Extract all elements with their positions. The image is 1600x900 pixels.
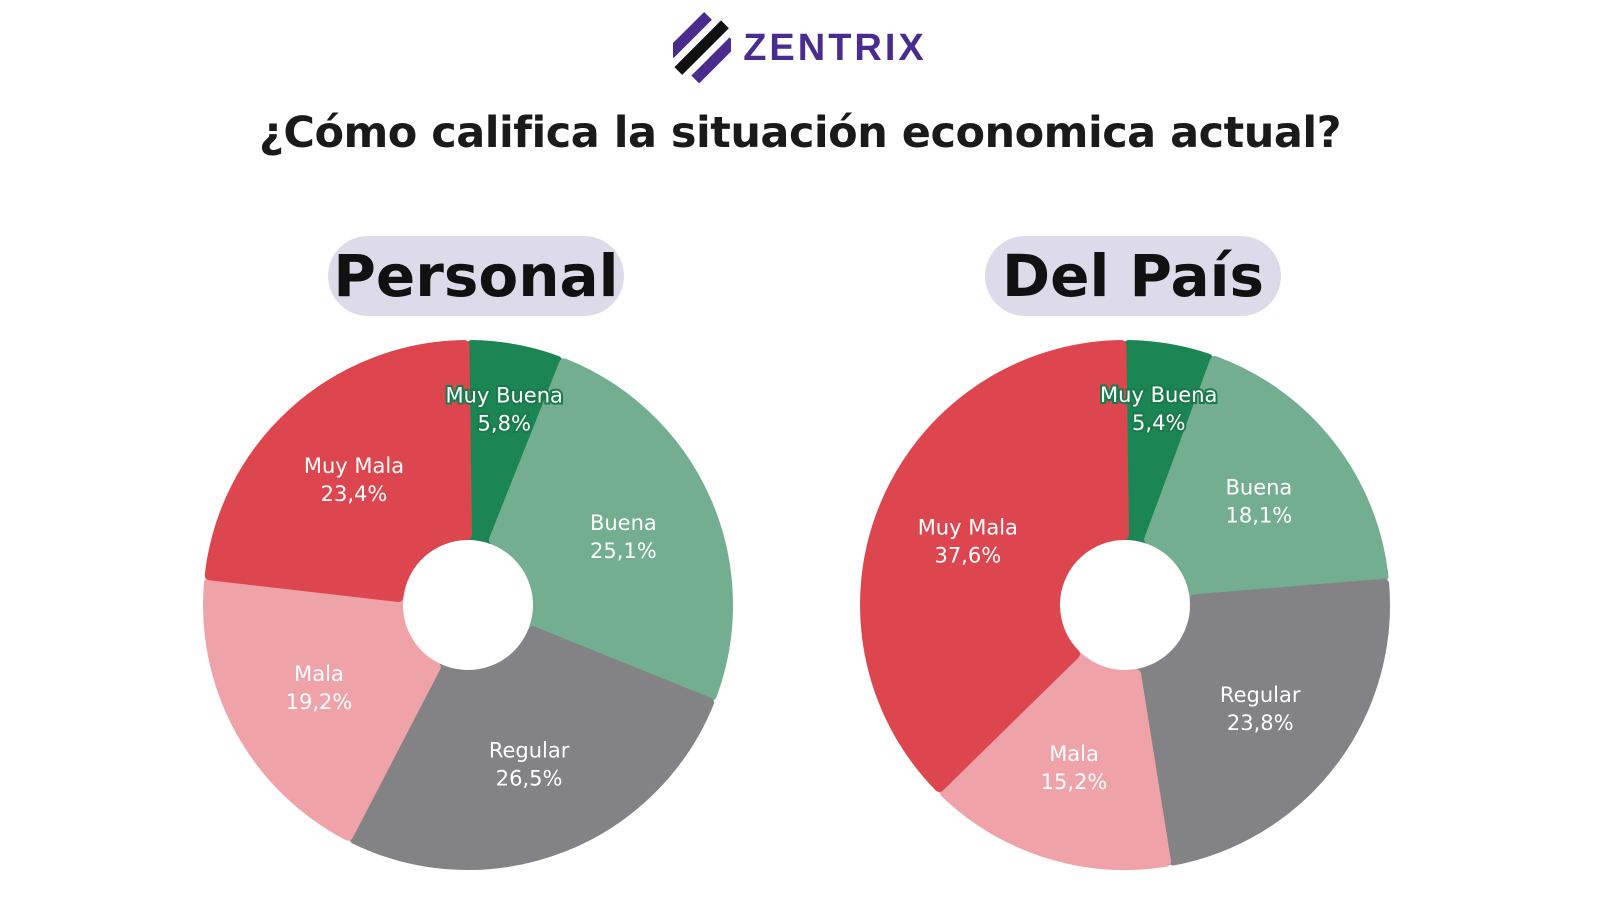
slice-category-mala: Mala: [1049, 742, 1099, 766]
slice-category-muy-buena: Muy Buena: [446, 383, 563, 407]
chart-title-personal: Personal: [328, 236, 624, 316]
slice-muy-mala: [860, 340, 1130, 792]
slice-category-buena: Buena: [1225, 475, 1292, 499]
slice-regular: [1132, 578, 1390, 866]
slice-category-muy-mala: Muy Mala: [918, 515, 1018, 539]
page-title: ¿Cómo califica la situación economica ac…: [258, 108, 1342, 158]
slice-label-muy-buena: Muy Buena 5,4%: [1100, 383, 1217, 435]
brand-name: ZENTRIX: [743, 26, 927, 69]
slice-value-muy-buena: 5,8%: [478, 411, 531, 435]
slice-buena: [1144, 356, 1389, 603]
slice-label-muy-mala: Muy Mala 23,4%: [304, 454, 404, 506]
slice-label-muy-buena: Muy Buena 5,8%: [446, 383, 563, 435]
slice-category-buena: Buena: [590, 511, 657, 535]
slice-muy-mala: [204, 340, 473, 603]
slice-value-buena: 25,1%: [590, 539, 657, 563]
chart-title-pais: Del País: [985, 236, 1281, 316]
slice-label-regular: Regular 23,8%: [1220, 683, 1301, 735]
slice-category-mala: Mala: [294, 662, 344, 686]
slice-label-mala: Mala 19,2%: [286, 662, 353, 714]
brand-header: ZENTRIX: [0, 10, 1600, 86]
slice-mala: [203, 577, 441, 841]
slice-label-mala: Mala 15,2%: [1041, 742, 1108, 794]
slice-value-regular: 23,8%: [1227, 711, 1294, 735]
donut-chart-pais: Muy Buena 5,4% Buena 18,1% Regular 23,8% Mala 1…: [860, 340, 1390, 870]
slice-value-muy-mala: 37,6%: [934, 543, 1001, 567]
slice-regular: [349, 626, 714, 870]
slice-value-buena: 18,1%: [1226, 503, 1293, 527]
slice-value-muy-buena: 5,4%: [1132, 411, 1185, 435]
slice-label-buena: Buena 25,1%: [590, 511, 657, 563]
slice-buena: [488, 358, 733, 701]
slice-label-regular: Regular 26,5%: [489, 739, 570, 791]
slice-value-regular: 26,5%: [496, 767, 563, 791]
slice-category-muy-buena: Muy Buena: [1100, 383, 1217, 407]
slice-category-regular: Regular: [1220, 683, 1301, 707]
donut-chart-personal: Muy Buena 5,8% Buena 25,1% Regular 26,5% Mala 1…: [203, 340, 733, 870]
slice-category-regular: Regular: [489, 739, 570, 763]
slice-label-buena: Buena 18,1%: [1225, 475, 1292, 527]
slice-category-muy-mala: Muy Mala: [304, 454, 404, 478]
slice-label-muy-mala: Muy Mala 37,6%: [918, 515, 1018, 567]
slice-value-mala: 15,2%: [1041, 770, 1108, 794]
slice-muy-buena: [463, 340, 563, 545]
slice-muy-buena: [1120, 340, 1214, 544]
slice-value-muy-mala: 23,4%: [321, 482, 388, 506]
slice-value-mala: 19,2%: [286, 690, 353, 714]
slice-mala: [939, 650, 1172, 870]
zentrix-logo-icon: [673, 11, 732, 84]
